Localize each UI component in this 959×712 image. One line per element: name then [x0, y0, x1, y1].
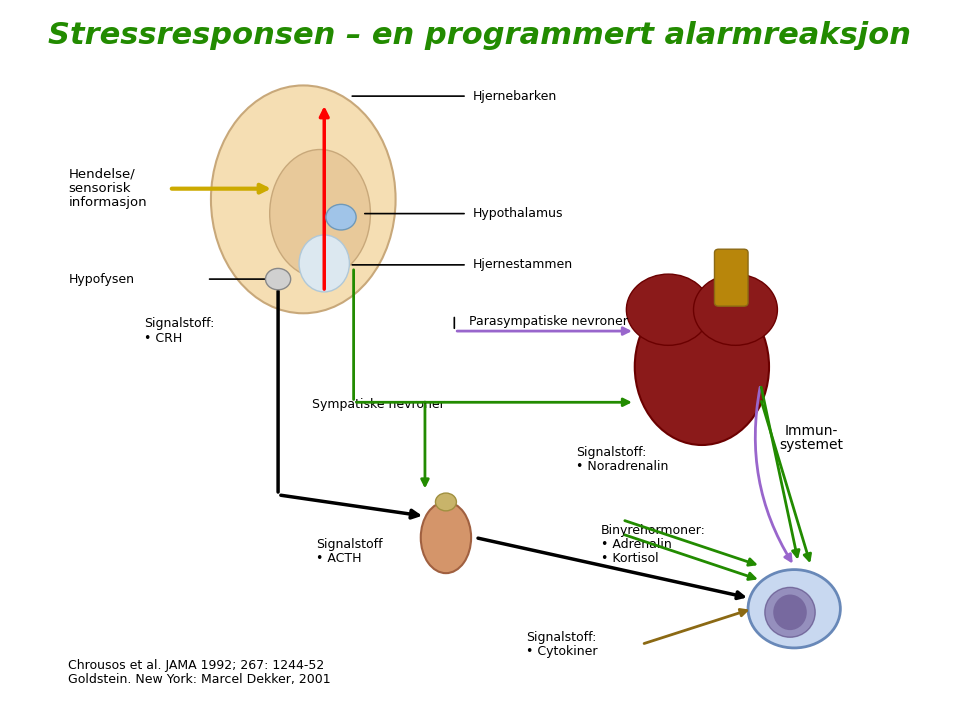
Text: • Adrenalin: • Adrenalin — [601, 538, 672, 551]
Ellipse shape — [773, 595, 807, 630]
Text: Hjernebarken: Hjernebarken — [473, 90, 557, 103]
Ellipse shape — [765, 587, 815, 637]
Circle shape — [748, 570, 840, 648]
Text: Stressresponsen – en programmert alarmreaksjon: Stressresponsen – en programmert alarmre… — [48, 21, 911, 51]
Text: Binyrehormoner:: Binyrehormoner: — [601, 524, 706, 537]
Text: Signalstoff:: Signalstoff: — [576, 446, 646, 459]
Text: Hjernestammen: Hjernestammen — [473, 258, 573, 271]
Text: Parasympatiske nevroner: Parasympatiske nevroner — [469, 315, 628, 328]
Text: Hypothalamus: Hypothalamus — [473, 207, 563, 220]
Text: sensorisk: sensorisk — [68, 182, 130, 195]
Circle shape — [266, 268, 291, 290]
Text: • Noradrenalin: • Noradrenalin — [576, 460, 668, 473]
Ellipse shape — [421, 502, 471, 573]
Circle shape — [626, 274, 711, 345]
Text: informasjon: informasjon — [68, 197, 147, 209]
Text: Hypofysen: Hypofysen — [68, 273, 134, 286]
Ellipse shape — [435, 493, 456, 511]
Text: Chrousos et al. JAMA 1992; 267: 1244-52: Chrousos et al. JAMA 1992; 267: 1244-52 — [68, 659, 324, 672]
Text: Hendelse/: Hendelse/ — [68, 168, 135, 181]
Circle shape — [693, 274, 778, 345]
Ellipse shape — [299, 235, 349, 292]
Circle shape — [326, 204, 356, 230]
Text: Sympatiske nevroner: Sympatiske nevroner — [312, 398, 444, 411]
Text: Signalstoff: Signalstoff — [316, 538, 383, 551]
Text: Goldstein. New York: Marcel Dekker, 2001: Goldstein. New York: Marcel Dekker, 2001 — [68, 674, 331, 686]
Text: • CRH: • CRH — [144, 332, 182, 345]
Text: • Cytokiner: • Cytokiner — [526, 645, 597, 658]
Text: Signalstoff:: Signalstoff: — [526, 631, 596, 644]
FancyBboxPatch shape — [714, 249, 748, 306]
Text: Signalstoff:: Signalstoff: — [144, 318, 214, 330]
Ellipse shape — [269, 150, 370, 278]
Ellipse shape — [635, 288, 769, 445]
Text: • ACTH: • ACTH — [316, 553, 362, 565]
Text: Immun-: Immun- — [784, 424, 837, 438]
Ellipse shape — [211, 85, 395, 313]
Text: systemet: systemet — [779, 438, 843, 452]
Text: • Kortisol: • Kortisol — [601, 553, 659, 565]
